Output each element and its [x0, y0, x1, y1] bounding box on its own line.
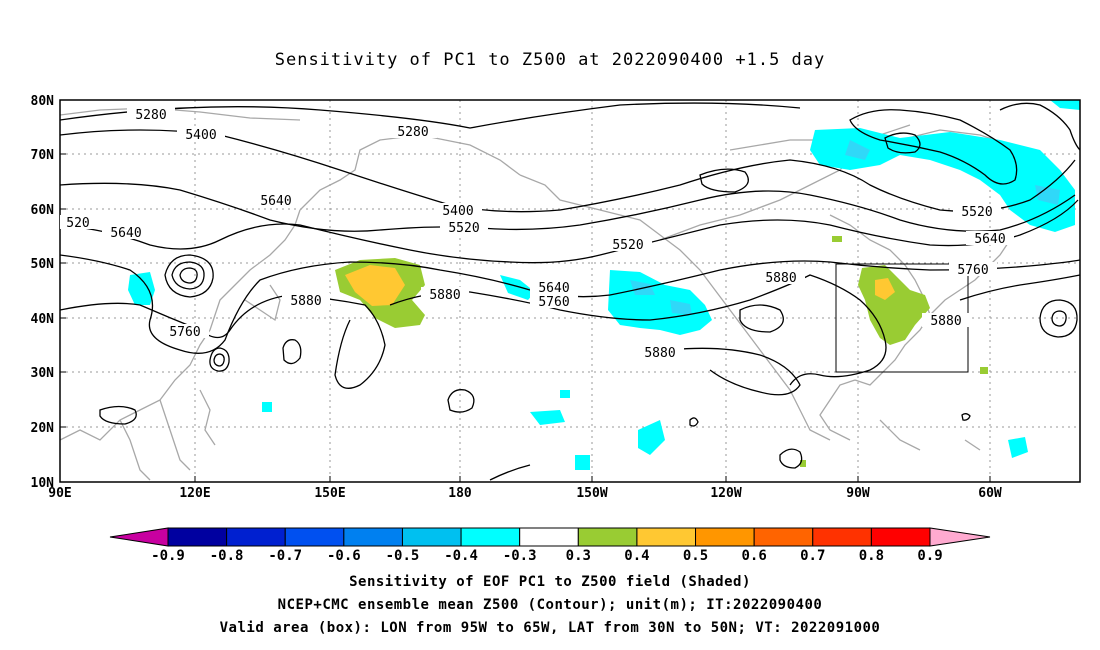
colorbar-label: -0.3	[503, 548, 537, 564]
lat-label-30n: 30N	[31, 366, 55, 381]
colorbar-cell	[343, 527, 403, 547]
contour-label: 5880	[290, 294, 321, 309]
colorbar-cell	[636, 527, 697, 547]
lat-label-10n: 10N	[31, 476, 55, 491]
colorbar-cell	[812, 527, 872, 547]
colorbar-label: -0.7	[268, 548, 302, 564]
contour-label: 5880	[930, 314, 961, 329]
colorbar-label: 0.9	[917, 548, 942, 564]
lat-label-60n: 60N	[31, 203, 55, 218]
colorbar-label: -0.6	[327, 548, 361, 564]
lon-label-150e: 150E	[314, 486, 345, 501]
page-title: Sensitivity of PC1 to Z500 at 2022090400…	[274, 50, 826, 70]
colorbar-cell	[167, 527, 228, 547]
graticule	[60, 100, 1080, 482]
lon-label-120e: 120E	[179, 486, 210, 501]
shading-positive	[335, 236, 988, 467]
lat-label-70n: 70N	[31, 148, 55, 163]
lon-label-180: 180	[448, 486, 472, 501]
colorbar-neg-end	[109, 527, 169, 547]
contour-label: 5640	[110, 226, 141, 241]
lon-label-90w: 90W	[846, 486, 870, 501]
z500-contours	[60, 102, 1080, 481]
colorbar-label: 0.8	[859, 548, 884, 564]
colorbar-cell	[401, 527, 462, 547]
contour-label: 5280	[397, 125, 428, 140]
colorbar: -0.9 -0.8 -0.7 -0.6 -0.5 -0.4 -0.3 0.3 0.4 0.5 0.6…	[109, 527, 991, 564]
colorbar-label: 0.4	[624, 548, 649, 564]
contour-label: 5640	[260, 194, 291, 209]
lat-label-40n: 40N	[31, 312, 55, 327]
lon-label-60w: 60W	[978, 486, 1002, 501]
lon-label-150w: 150W	[576, 486, 607, 501]
contour-label: 5880	[644, 346, 675, 361]
map-frame	[59, 99, 1081, 483]
colorbar-cell	[519, 527, 579, 547]
contour-label: 5760	[538, 295, 569, 310]
colorbar-label: -0.9	[151, 548, 185, 564]
colorbar-cell	[695, 527, 755, 547]
colorbar-cell	[870, 527, 931, 547]
lat-label-50n: 50N	[31, 257, 55, 272]
contour-label: 5520	[961, 205, 992, 220]
ticks	[60, 153, 991, 482]
colorbar-cell	[577, 527, 638, 547]
colorbar-label: -0.4	[444, 548, 478, 564]
contour-label: 520	[66, 216, 89, 231]
colorbar-label: 0.5	[683, 548, 708, 564]
colorbar-cell	[753, 527, 814, 547]
contour-label: 5400	[185, 128, 216, 143]
contour-label: 5640	[974, 232, 1005, 247]
contour-label: 5880	[765, 271, 796, 286]
contour-label: 5400	[442, 204, 473, 219]
colorbar-label: -0.8	[210, 548, 244, 564]
lon-label-120w: 120W	[710, 486, 741, 501]
lon-label-90e: 90E	[48, 486, 71, 501]
footer-line-1: Sensitivity of EOF PC1 to Z500 field (Sh…	[349, 574, 751, 590]
contour-label: 5520	[448, 221, 479, 236]
footer-line-2: NCEP+CMC ensemble mean Z500 (Contour); u…	[277, 597, 823, 613]
contour-label: 5640	[538, 281, 569, 296]
colorbar-label: -0.5	[386, 548, 420, 564]
colorbar-pos-end	[929, 527, 991, 547]
contour-label: 5880	[429, 288, 460, 303]
colorbar-cell	[460, 527, 521, 547]
lat-label-80n: 80N	[31, 94, 55, 109]
contour-label: 5760	[957, 263, 988, 278]
colorbar-label: 0.6	[742, 548, 767, 564]
colorbar-label: 0.3	[566, 548, 591, 564]
contour-label: 5520	[612, 238, 643, 253]
contour-label: 5280	[135, 108, 166, 123]
contour-labels: 5280 5280 5400 520 5640 5400 5520 5520 5…	[60, 107, 1014, 361]
contour-label: 5760	[169, 325, 200, 340]
colorbar-label: 0.7	[800, 548, 825, 564]
lat-label-20n: 20N	[31, 421, 55, 436]
colorbar-cell	[284, 527, 345, 547]
colorbar-cell	[226, 527, 286, 547]
footer-line-3: Valid area (box): LON from 95W to 65W, L…	[219, 620, 881, 636]
